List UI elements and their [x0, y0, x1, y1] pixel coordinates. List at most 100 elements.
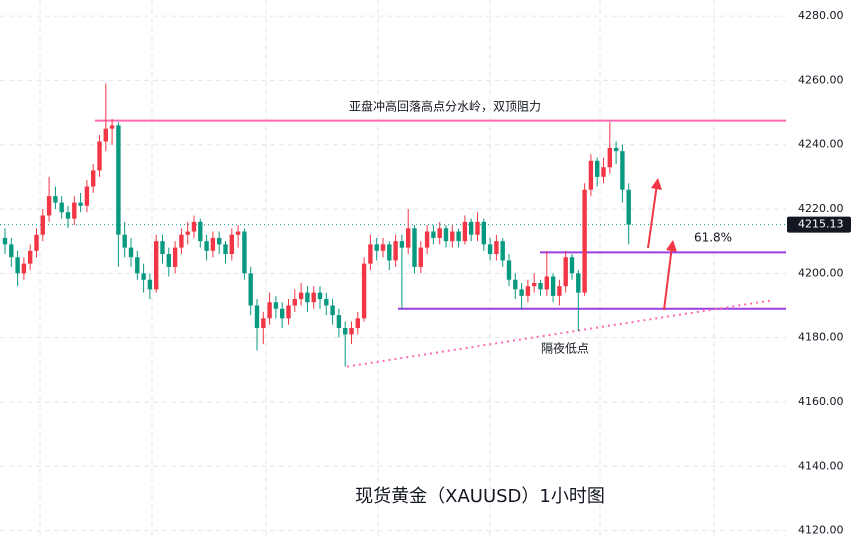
candle-body	[582, 189, 587, 293]
candle-body	[481, 221, 486, 245]
candle-body	[406, 228, 411, 248]
y-tick-label: 4160.00	[798, 395, 844, 408]
candle-body	[286, 305, 291, 319]
y-tick-label: 4180.00	[798, 331, 844, 344]
candle-body	[431, 231, 436, 238]
candle-body	[311, 292, 316, 303]
candle-body	[2, 237, 8, 245]
candle-body	[34, 234, 39, 251]
candle-body	[380, 244, 386, 251]
arrow-head	[651, 178, 662, 190]
candle-body	[280, 308, 285, 319]
candle-body	[198, 221, 203, 242]
candle-body	[116, 125, 121, 235]
candle-body	[544, 276, 549, 290]
candle-body	[109, 125, 115, 129]
candle-body	[500, 241, 505, 261]
candle-body	[191, 221, 197, 232]
candle-body	[374, 244, 379, 251]
candle-body	[317, 292, 323, 300]
candle-body	[613, 147, 619, 152]
y-tick-label: 4280.00	[798, 9, 844, 22]
candle-body	[626, 189, 631, 225]
candle-body	[235, 231, 241, 235]
candle-body	[248, 273, 253, 306]
candle-body	[298, 292, 304, 300]
trendline	[346, 299, 771, 368]
y-tick-label: 4220.00	[798, 202, 844, 215]
levels	[0, 119, 786, 368]
arrow-head	[666, 240, 677, 252]
candle-body	[506, 260, 512, 280]
candle-body	[229, 234, 234, 255]
candle-body	[305, 292, 310, 303]
candle-body	[393, 241, 398, 261]
candle-body	[487, 244, 493, 255]
candle-body	[78, 202, 83, 206]
candle-body	[418, 247, 423, 267]
candle-body	[513, 279, 518, 290]
candle-body	[204, 241, 209, 251]
candle-body	[141, 273, 146, 280]
candle-body	[469, 221, 474, 235]
candle-body	[387, 244, 392, 261]
candle-body	[65, 212, 71, 219]
candle-body	[601, 167, 606, 177]
candle-body	[267, 302, 272, 319]
candle-body	[412, 228, 417, 267]
candle-body	[607, 147, 612, 168]
candle-body	[122, 234, 127, 248]
candle-body	[21, 263, 27, 274]
candles	[2, 83, 631, 367]
y-axis: 4120.00 4140.00 4160.00 4180.00 4200.00 4220.…	[786, 0, 851, 537]
candle-body	[462, 221, 468, 242]
candle-body	[97, 141, 102, 171]
candle-body	[40, 215, 45, 235]
last-price-box	[787, 216, 851, 233]
candle-body	[588, 160, 594, 190]
annotation: 61.8%	[694, 231, 732, 245]
candle-body	[569, 257, 575, 274]
candle-body	[368, 244, 373, 264]
last-price-label: 4215.13	[798, 218, 844, 231]
axis-background	[786, 0, 851, 537]
candle-body	[519, 289, 524, 296]
candle-body	[525, 286, 531, 296]
candle-body	[557, 286, 562, 296]
candle-body	[84, 186, 90, 206]
candle-body	[424, 231, 430, 248]
y-tick-label: 4140.00	[798, 459, 844, 472]
candle-body	[172, 247, 178, 267]
y-tick-label: 4260.00	[798, 73, 844, 86]
candle-body	[59, 202, 64, 213]
candle-body	[361, 263, 367, 319]
candle-body	[550, 276, 556, 296]
candle-body	[210, 237, 216, 251]
chart-title: 现货黄金（XAUUSD）1小时图	[355, 486, 605, 507]
candle-body	[563, 257, 568, 287]
candle-body	[53, 196, 58, 203]
candle-body	[576, 273, 581, 293]
candle-body	[15, 257, 20, 274]
candle-body	[273, 302, 279, 309]
grid	[0, 0, 786, 537]
candle-body	[185, 231, 190, 235]
candle-body	[128, 247, 134, 258]
candle-body	[254, 305, 260, 328]
candle-body	[532, 282, 537, 287]
candle-body	[595, 160, 600, 177]
candle-body	[103, 128, 108, 142]
candle-body	[91, 170, 96, 187]
candle-body	[46, 196, 52, 216]
candle-body	[292, 299, 297, 306]
candle-body	[72, 202, 77, 219]
candle-body	[620, 151, 625, 190]
candle-body	[330, 305, 335, 316]
candle-body	[437, 228, 442, 238]
candle-body	[443, 228, 449, 242]
candle-body	[135, 257, 140, 274]
annotation: 亚盘冲高回落高点分水岭，双顶阻力	[349, 99, 541, 114]
arrow	[663, 245, 673, 311]
candle-body	[166, 254, 171, 267]
